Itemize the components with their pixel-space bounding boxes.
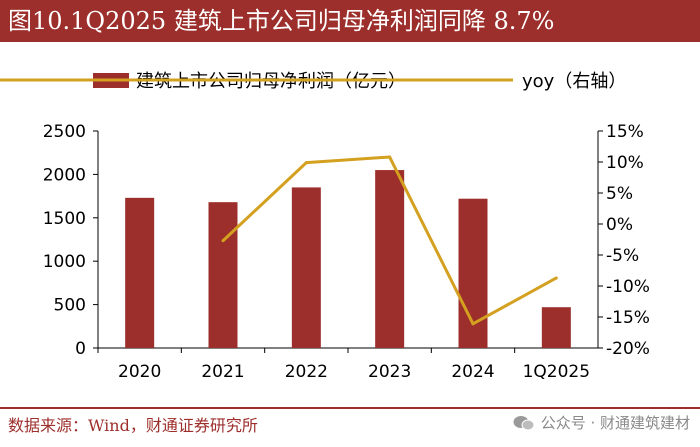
right-tick-label: 0% <box>606 215 633 235</box>
footer-rule <box>0 407 700 409</box>
bar <box>125 197 155 348</box>
yoy-point <box>304 161 308 165</box>
legend-line-label: yoy（右轴） <box>522 71 626 92</box>
category-label: 2021 <box>201 362 244 382</box>
yoy-series <box>221 155 558 326</box>
watermark: 公众号 · 财通建筑建材 <box>513 412 690 433</box>
right-tick-label: -10% <box>606 277 650 297</box>
left-tick-label: 1500 <box>43 209 86 229</box>
category-label: 1Q2025 <box>523 362 590 382</box>
yoy-point <box>221 239 225 243</box>
right-tick-label: 10% <box>606 153 644 173</box>
chart-title: 图10.1Q2025 建筑上市公司归母净利润同降 8.7% <box>0 0 700 42</box>
axes: 0 500 1000 1500 2000 2500 -20% -15% -10% -5% 0% 5% 1… <box>43 122 650 359</box>
yoy-point <box>471 322 475 326</box>
yoy-point <box>388 155 392 159</box>
left-tick-label: 500 <box>54 296 86 316</box>
bar-series <box>125 170 571 348</box>
right-tick-label: -20% <box>606 339 650 359</box>
category-label: 2020 <box>118 362 161 382</box>
category-label: 2024 <box>451 362 494 382</box>
bar <box>208 202 238 348</box>
source-note: 数据来源：Wind，财通证券研究所 <box>8 416 258 435</box>
wechat-icon <box>513 415 535 430</box>
left-tick-label: 1000 <box>43 252 86 272</box>
category-axis: 2020 2021 2022 2023 2024 1Q2025 <box>97 348 590 382</box>
bar <box>291 187 321 348</box>
watermark-text: 公众号 · 财通建筑建材 <box>540 414 690 432</box>
yoy-point <box>554 276 558 280</box>
right-tick-label: 15% <box>606 122 644 142</box>
category-label: 2022 <box>285 362 328 382</box>
right-tick-label: 5% <box>606 184 633 204</box>
bar <box>541 307 571 348</box>
left-tick-label: 2500 <box>43 122 86 142</box>
left-tick-label: 0 <box>75 339 86 359</box>
right-tick-label: -5% <box>606 246 639 266</box>
legend: 建筑上市公司归母净利润（亿元） yoy（右轴） <box>0 71 626 92</box>
left-tick-label: 2000 <box>43 165 86 185</box>
category-label: 2023 <box>368 362 411 382</box>
right-tick-label: -15% <box>606 308 650 328</box>
bar <box>375 170 405 348</box>
bar <box>458 198 488 348</box>
chart: 建筑上市公司归母净利润（亿元） yoy（右轴） 0 500 1000 1500 2000… <box>0 71 650 382</box>
